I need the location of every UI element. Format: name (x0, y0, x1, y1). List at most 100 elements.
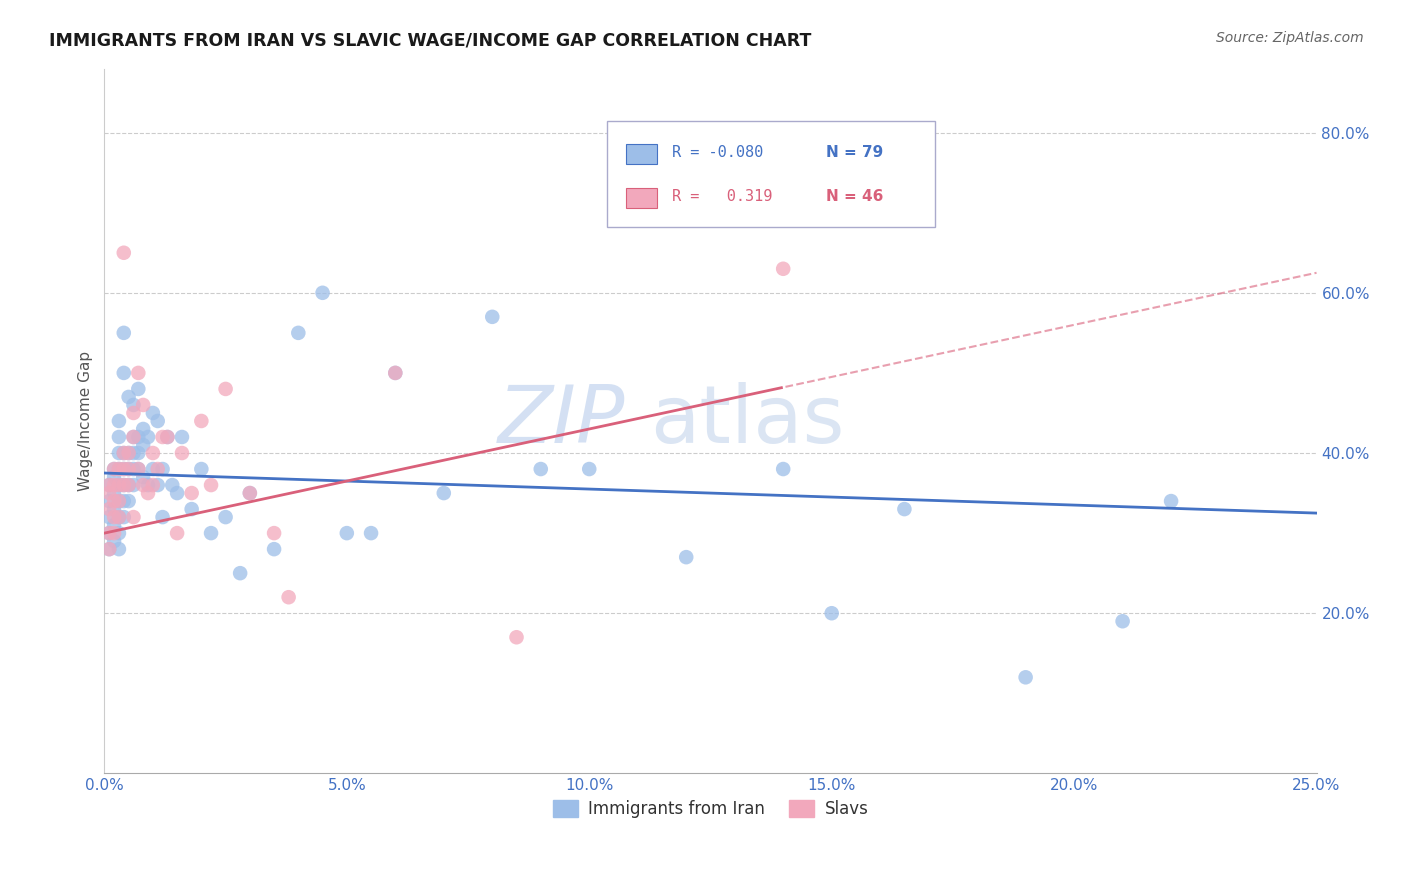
Point (122, 462, 145, 476)
Point (1111, 614, 1133, 628)
Point (127, 430, 149, 444)
Point (132, 438, 155, 452)
Point (170, 446, 193, 460)
Point (152, 510, 174, 524)
Point (103, 462, 125, 476)
Point (117, 390, 139, 404)
Point (127, 462, 149, 476)
Point (117, 478, 139, 492)
Point (98, 542, 121, 557)
Text: Source: ZipAtlas.com: Source: ZipAtlas.com (1216, 31, 1364, 45)
Text: ZIP: ZIP (498, 382, 626, 460)
Point (433, 486, 456, 500)
Y-axis label: Wage/Income Gap: Wage/Income Gap (79, 351, 93, 491)
Point (200, 478, 222, 492)
Point (108, 526, 131, 541)
Point (190, 462, 212, 476)
Point (1160, 494, 1182, 508)
Point (578, 462, 600, 476)
Point (112, 446, 135, 460)
Point (180, 486, 202, 500)
Point (103, 502, 125, 516)
Point (166, 486, 188, 500)
Point (277, 591, 299, 605)
Point (180, 502, 202, 516)
Point (108, 542, 131, 557)
Point (311, 285, 333, 300)
Point (146, 462, 169, 476)
Point (122, 478, 145, 492)
Point (112, 462, 135, 476)
Point (98, 478, 121, 492)
Point (170, 430, 193, 444)
Point (98, 510, 121, 524)
Point (287, 326, 309, 340)
Point (166, 526, 188, 541)
Point (142, 446, 165, 460)
Point (505, 630, 527, 644)
Point (103, 534, 125, 549)
Point (98, 494, 121, 508)
Point (108, 462, 131, 476)
Point (98, 486, 121, 500)
Point (103, 478, 125, 492)
Point (108, 494, 131, 508)
Point (200, 526, 222, 541)
Point (152, 462, 174, 476)
Point (156, 430, 179, 444)
Point (239, 486, 262, 500)
Point (142, 406, 165, 420)
Point (127, 382, 149, 396)
Point (136, 486, 159, 500)
Point (108, 462, 131, 476)
Point (190, 414, 212, 428)
Point (117, 478, 139, 492)
Point (112, 510, 135, 524)
Text: IMMIGRANTS FROM IRAN VS SLAVIC WAGE/INCOME GAP CORRELATION CHART: IMMIGRANTS FROM IRAN VS SLAVIC WAGE/INCO… (49, 31, 811, 49)
Point (108, 446, 131, 460)
Point (108, 494, 131, 508)
Point (117, 462, 139, 476)
Point (127, 446, 149, 460)
Point (108, 478, 131, 492)
Point (103, 462, 125, 476)
Point (156, 430, 179, 444)
Point (360, 526, 382, 541)
Point (821, 606, 844, 620)
Point (122, 406, 145, 420)
Point (336, 526, 359, 541)
Point (103, 518, 125, 533)
Point (162, 478, 184, 492)
Point (1014, 670, 1036, 684)
Text: N = 46: N = 46 (825, 189, 883, 204)
Point (103, 510, 125, 524)
Point (108, 430, 131, 444)
Point (384, 366, 406, 380)
Point (229, 566, 252, 581)
Point (132, 470, 155, 484)
Point (103, 494, 125, 508)
Point (263, 542, 285, 557)
Point (112, 494, 135, 508)
FancyBboxPatch shape (626, 144, 657, 164)
Point (122, 430, 145, 444)
Point (122, 510, 145, 524)
Point (127, 366, 149, 380)
Point (103, 470, 125, 484)
Text: atlas: atlas (650, 382, 844, 460)
Point (122, 398, 145, 412)
Point (481, 310, 503, 324)
Point (136, 478, 159, 492)
Point (214, 382, 236, 396)
Point (112, 478, 135, 492)
Point (675, 550, 697, 565)
Point (112, 326, 135, 340)
Point (108, 414, 131, 428)
Point (136, 430, 159, 444)
Text: R = -0.080: R = -0.080 (672, 145, 763, 160)
Text: R =   0.319: R = 0.319 (672, 189, 772, 204)
Point (117, 446, 139, 460)
FancyBboxPatch shape (626, 188, 657, 208)
Point (239, 486, 262, 500)
Point (108, 510, 131, 524)
